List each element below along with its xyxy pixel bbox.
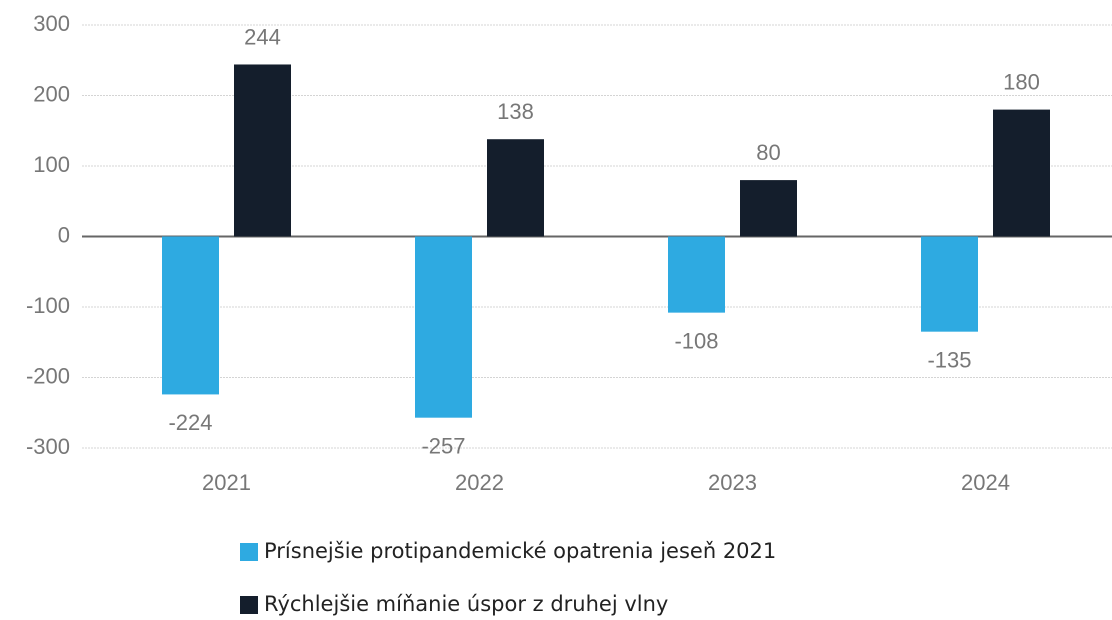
value-label: -108 bbox=[674, 328, 718, 353]
bar bbox=[921, 236, 978, 332]
y-tick-label: 0 bbox=[58, 222, 70, 247]
value-label: -257 bbox=[421, 433, 465, 458]
bar bbox=[740, 180, 797, 237]
y-tick-label: -100 bbox=[26, 293, 70, 318]
value-label: 244 bbox=[244, 24, 281, 49]
value-label: 138 bbox=[497, 99, 534, 124]
x-tick-label: 2022 bbox=[455, 470, 504, 495]
value-label: 180 bbox=[1003, 69, 1040, 94]
y-tick-label: 300 bbox=[33, 11, 70, 36]
legend-swatch bbox=[240, 596, 258, 614]
legend-swatch bbox=[240, 543, 258, 561]
bar bbox=[487, 139, 544, 237]
y-tick-label: 100 bbox=[33, 152, 70, 177]
bar bbox=[162, 236, 219, 395]
value-label: 80 bbox=[756, 140, 780, 165]
y-tick-label: -300 bbox=[26, 434, 70, 459]
value-label: -224 bbox=[168, 410, 212, 435]
x-tick-label: 2024 bbox=[961, 470, 1010, 495]
bar bbox=[234, 64, 291, 237]
bar bbox=[668, 236, 725, 313]
y-tick-label: 200 bbox=[33, 81, 70, 106]
value-label: -135 bbox=[927, 347, 971, 372]
y-tick-label: -200 bbox=[26, 363, 70, 388]
legend-label: Rýchlejšie míňanie úspor z druhej vlny bbox=[264, 592, 668, 616]
bar bbox=[415, 236, 472, 418]
x-tick-label: 2023 bbox=[708, 470, 757, 495]
legend-label: Prísnejšie protipandemické opatrenia jes… bbox=[264, 539, 776, 563]
x-tick-label: 2021 bbox=[202, 470, 251, 495]
bar bbox=[993, 109, 1050, 237]
